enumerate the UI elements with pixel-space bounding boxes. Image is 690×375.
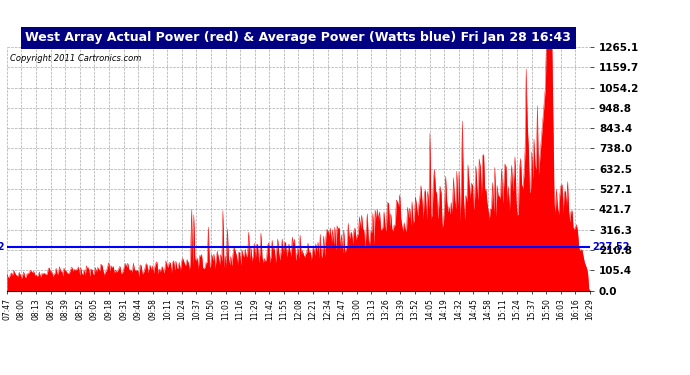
Title: West Array Actual Power (red) & Average Power (Watts blue) Fri Jan 28 16:43: West Array Actual Power (red) & Average … <box>26 32 571 44</box>
Text: 227.52: 227.52 <box>0 242 5 252</box>
Text: Copyright 2011 Cartronics.com: Copyright 2011 Cartronics.com <box>10 54 141 63</box>
Text: 227.52: 227.52 <box>592 242 630 252</box>
